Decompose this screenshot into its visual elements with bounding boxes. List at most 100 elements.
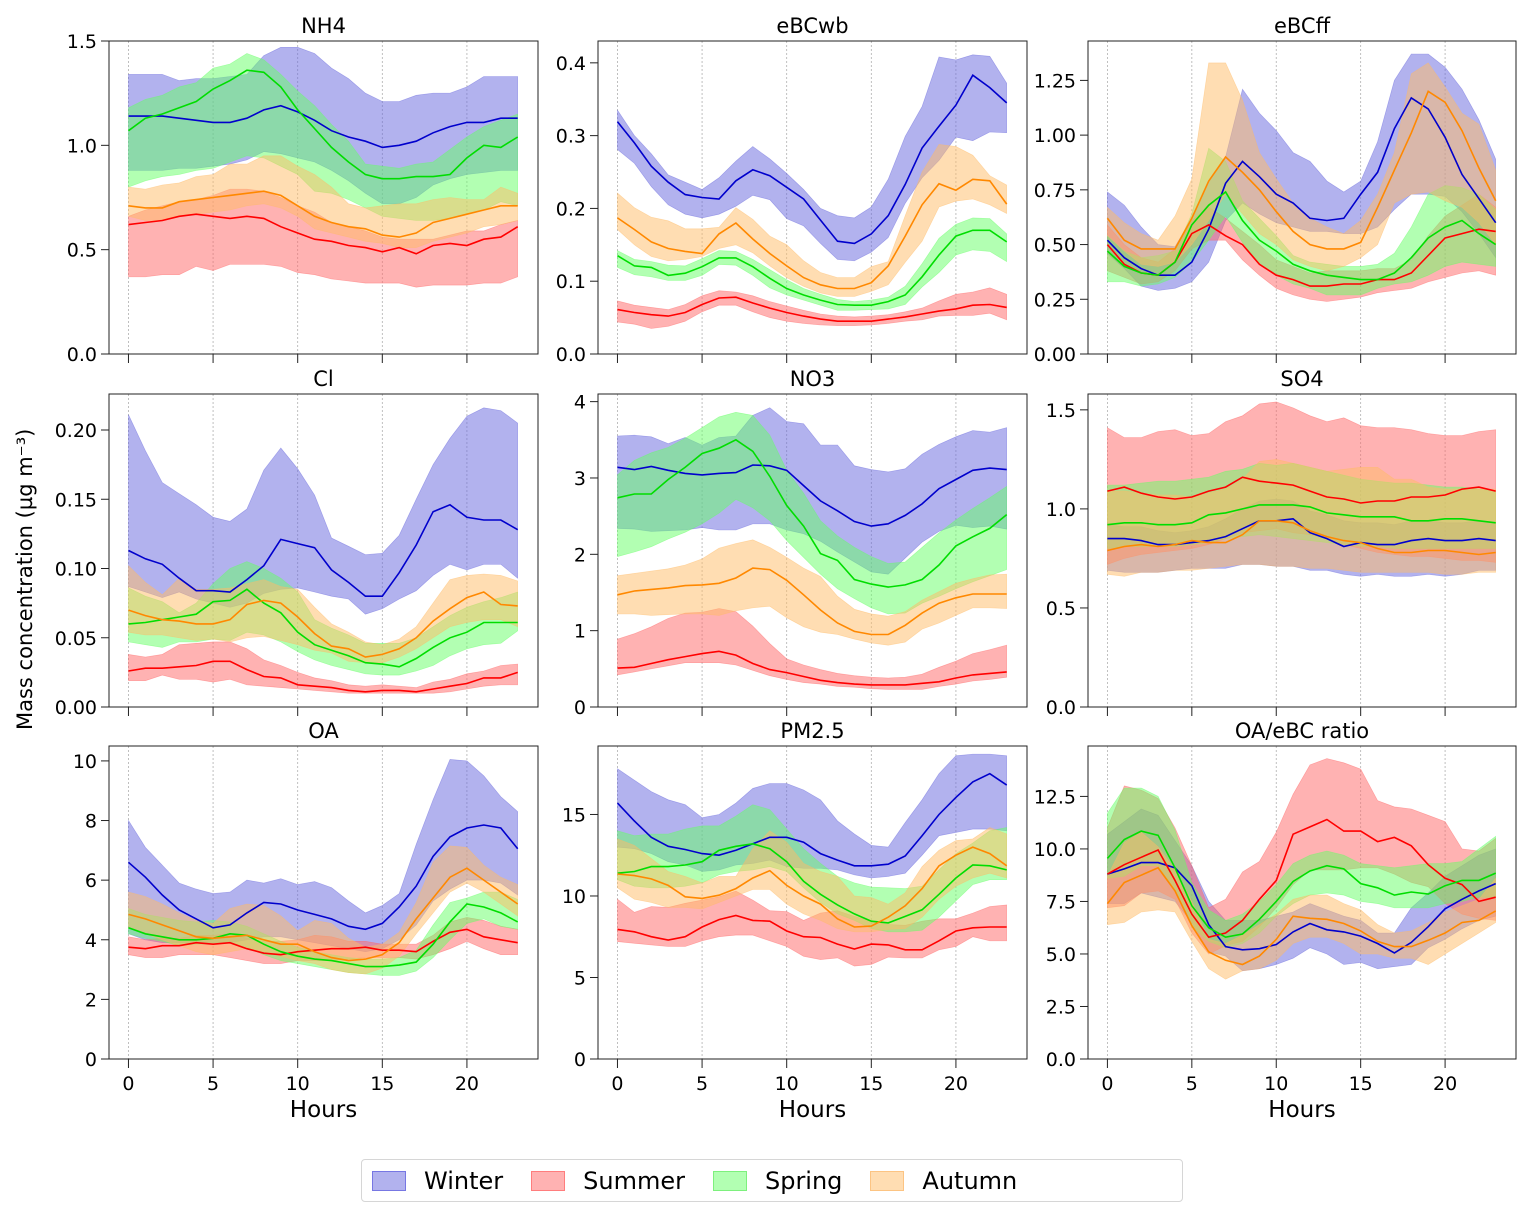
line-spring	[617, 438, 1008, 588]
ytick-label: 0.5	[67, 240, 97, 262]
band-spring	[617, 217, 1007, 311]
line-winter	[128, 503, 519, 598]
ytick-label: 2	[574, 544, 586, 566]
line-summer	[128, 213, 519, 255]
line-autumn	[1106, 866, 1497, 966]
line-winter	[616, 772, 1008, 867]
line-winter	[127, 824, 519, 931]
line-autumn	[1107, 519, 1496, 556]
axes-frame	[1087, 393, 1517, 708]
line-autumn	[1106, 90, 1497, 250]
legend-swatch-spring	[712, 1170, 747, 1191]
axes-frame	[108, 745, 539, 1060]
axes-frame	[108, 393, 539, 708]
line-autumn	[617, 567, 1007, 636]
xtick-label: 5	[1186, 1073, 1198, 1095]
legend-label-summer: Summer	[583, 1166, 685, 1195]
legend-swatch-summer	[531, 1170, 566, 1191]
ytick-label: 4	[85, 930, 97, 952]
subplot-title: SO4	[1280, 367, 1323, 391]
line-spring	[128, 588, 518, 668]
ytick-label: 0.00	[1034, 344, 1076, 366]
ytick-label: 1.5	[67, 31, 97, 53]
band-autumn	[617, 827, 1007, 933]
band-autumn	[617, 144, 1007, 297]
ytick-label: 2	[85, 989, 97, 1011]
axes-frame	[108, 40, 539, 355]
ytick-label: 0.05	[55, 628, 97, 650]
line-summer	[1107, 476, 1496, 504]
ytick-label: 8	[85, 811, 97, 833]
ytick-label: 0.0	[1046, 1049, 1076, 1071]
legend-swatch-winter	[372, 1170, 406, 1191]
legend-swatch-autumn	[870, 1170, 905, 1191]
subplot-title: PM2.5	[780, 719, 844, 743]
axes-frame	[597, 393, 1028, 708]
legend-item-winter: Winter	[372, 1167, 503, 1195]
line-autumn	[617, 178, 1008, 290]
ytick-label: 1.5	[1046, 400, 1076, 422]
ytick-label: 4	[574, 392, 586, 414]
band-autumn	[1107, 459, 1496, 577]
legend-item-summer: Summer	[531, 1167, 685, 1195]
xtick-label: 10	[286, 1073, 310, 1095]
subplot-title: OA/eBC ratio	[1235, 719, 1369, 743]
ytick-label: 3	[574, 468, 586, 490]
ytick-label: 10.0	[1034, 839, 1076, 861]
band-spring	[617, 411, 1007, 615]
line-summer	[128, 660, 518, 693]
ytick-label: 0.5	[1046, 598, 1076, 620]
xtick-label: 20	[944, 1073, 968, 1095]
ytick-label: 0	[574, 1049, 586, 1071]
xtick-label: 10	[1264, 1073, 1288, 1095]
line-winter	[617, 464, 1007, 527]
band-winter	[617, 54, 1007, 262]
subplot-ebcff: 0.00 0.25 0.50 0.75 1.00 1.25 eBCff	[1034, 14, 1517, 366]
band-autumn	[128, 155, 518, 248]
subplot-title: NH4	[301, 14, 346, 38]
xaxis-label: Hours	[1268, 1097, 1335, 1123]
ytick-label: 7.5	[1046, 891, 1076, 913]
subplot-no3: 0 1 2 3 4 NO3	[574, 367, 1028, 719]
ytick-label: 1.0	[67, 135, 97, 157]
line-autumn	[128, 190, 518, 238]
line-winter	[128, 104, 518, 149]
legend-label-spring: Spring	[764, 1166, 843, 1195]
axes-frame	[597, 40, 1028, 355]
ytick-label: 0.1	[556, 271, 586, 293]
line-winter	[1107, 861, 1497, 954]
ytick-label: 6	[85, 870, 97, 892]
xtick-label: 0	[122, 1073, 134, 1095]
xtick-label: 0	[1101, 1073, 1113, 1095]
band-summer	[617, 287, 1007, 329]
legend-label-autumn: Autumn	[922, 1166, 1018, 1195]
band-autumn	[617, 539, 1007, 646]
subplot-oa-ebc-ratio: 0.0 2.5 5.0 7.5 10.0 12.5 0 5 10 15 20 OA/eBC ratio…	[1034, 719, 1517, 1123]
line-spring	[1106, 830, 1497, 939]
subplot-title: OA	[308, 719, 339, 743]
line-summer	[617, 296, 1007, 323]
ytick-label: 15	[562, 804, 586, 826]
legend-item-spring: Spring	[712, 1166, 843, 1195]
legend-item-autumn: Autumn	[870, 1167, 1017, 1195]
line-spring	[1107, 504, 1496, 526]
line-summer	[617, 650, 1007, 686]
xtick-label: 5	[207, 1073, 219, 1095]
band-autumn	[1107, 831, 1496, 980]
axes-frame	[1087, 40, 1517, 355]
subplot-so4: 0.0 0.5 1.0 1.5 SO4	[1046, 367, 1517, 719]
ytick-label: 0.2	[556, 198, 586, 220]
ytick-label: 5.0	[1046, 944, 1076, 966]
subplot-pm2-5: 0 5 10 15 0 5 10 15 20 PM2.5 Hours	[562, 719, 1028, 1123]
band-summer	[617, 608, 1007, 690]
line-summer	[1107, 818, 1496, 939]
line-spring	[617, 842, 1007, 924]
ytick-label: 12.5	[1034, 786, 1076, 808]
ytick-label: 0.0	[67, 344, 97, 366]
legend: Winter Summer Spring Autumn	[361, 1159, 1183, 1202]
ytick-label: 1	[574, 621, 586, 643]
subplot-cl: 0.00 0.05 0.10 0.15 0.20 Cl	[55, 367, 539, 719]
ytick-label: 0.15	[55, 489, 97, 511]
ytick-label: 0.50	[1034, 235, 1076, 257]
